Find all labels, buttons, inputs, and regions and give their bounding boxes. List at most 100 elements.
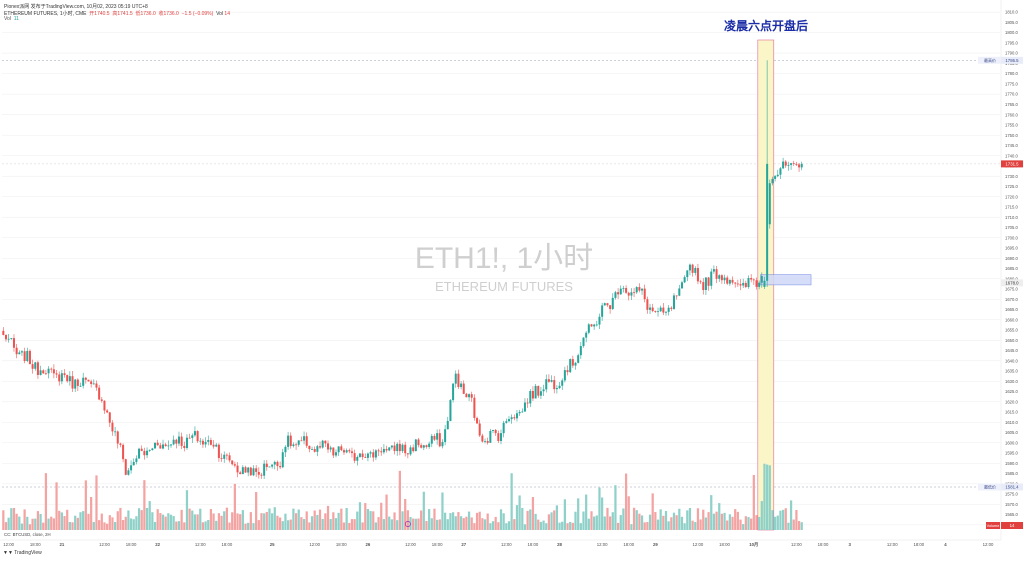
volume-bar	[776, 515, 779, 530]
candle-body	[329, 447, 332, 450]
volume-bar	[656, 519, 660, 530]
candle-body	[635, 287, 638, 293]
volume-bar	[728, 514, 731, 530]
volume-bar	[449, 513, 452, 530]
volume-bar	[252, 523, 255, 530]
y-tick-label: 1700.0	[1005, 235, 1018, 240]
volume-bar	[683, 523, 686, 530]
volume-bar	[84, 480, 87, 530]
y-tick-label: 1750.0	[1005, 133, 1018, 138]
volume-bar	[582, 511, 585, 530]
volume-bar	[763, 463, 766, 530]
candle-body	[44, 373, 47, 375]
volume-bar	[606, 507, 609, 530]
axes: 1810.01805.01800.01795.01790.01785.01780…	[0, 0, 1018, 548]
volume-bar	[191, 510, 194, 530]
volume-bar	[50, 516, 53, 530]
candle-body	[39, 370, 42, 375]
volume-bar	[611, 512, 614, 530]
y-tick-label: 1670.0	[1005, 297, 1018, 302]
high-tag-bg	[1001, 56, 1023, 64]
candle-body	[159, 445, 162, 449]
candle-body	[225, 454, 228, 456]
volume-bar	[318, 509, 322, 530]
volume-bar	[534, 513, 537, 530]
mid-tag-bg	[1001, 279, 1023, 287]
volume-bar	[294, 513, 298, 530]
volume-bar	[265, 511, 268, 530]
volume-bar	[350, 519, 354, 530]
candle-body	[763, 280, 766, 287]
volume-bar	[271, 513, 274, 530]
candle-body	[324, 440, 327, 444]
candle-body	[127, 470, 130, 475]
y-tick-label: 1645.0	[1005, 348, 1018, 353]
candle-body	[555, 388, 558, 390]
candle-body	[638, 287, 641, 291]
volume-bar	[489, 523, 492, 530]
y-tick-label: 1660.0	[1005, 317, 1018, 322]
candle-body	[223, 454, 226, 459]
volume-bar	[385, 494, 388, 530]
volume-bar	[113, 522, 117, 530]
y-tick-label: 1760.0	[1005, 112, 1018, 117]
volume-bar	[302, 519, 306, 530]
candle-body	[755, 280, 758, 287]
candle-body	[311, 449, 314, 450]
volume-bar	[420, 510, 423, 530]
candle-body	[172, 439, 175, 445]
candle-body	[486, 440, 489, 443]
volume-bar	[348, 522, 351, 530]
volume-tag-label-bg	[986, 522, 1000, 529]
candle-body	[627, 292, 630, 296]
volume-bar	[518, 495, 521, 530]
candle-body	[390, 445, 393, 448]
candle-body	[662, 307, 665, 313]
candle-body	[71, 376, 74, 389]
candle-body	[523, 402, 526, 412]
candle-body	[385, 448, 388, 451]
x-tick-label: 3	[848, 542, 851, 547]
publisher-line: Pionex派网 发布于TradingView.com, 10月02, 2023…	[4, 4, 148, 10]
candle-body	[316, 446, 319, 452]
volume-bar	[233, 483, 236, 530]
candle-body	[332, 447, 335, 456]
volume-bar	[574, 511, 577, 530]
candle-body	[728, 279, 731, 284]
symbol-label: ETHEREUM FUTURES, 1小时, CME	[4, 11, 87, 17]
candle-body	[726, 277, 729, 284]
volume-bar	[316, 514, 319, 530]
x-tick-label: 18:00	[719, 542, 730, 547]
candle-body	[593, 324, 596, 327]
volume-bar	[151, 512, 154, 530]
low-value: 低1736.0	[135, 11, 156, 17]
candle-body	[603, 303, 606, 306]
volume-bar	[734, 509, 737, 530]
volume-bar	[177, 521, 181, 530]
candle-body	[15, 347, 18, 355]
candle-body	[79, 385, 82, 387]
volume-bar	[542, 520, 545, 530]
volume-bar	[60, 512, 63, 530]
volume-bar	[624, 473, 628, 530]
y-tick-label: 1800.0	[1005, 30, 1018, 35]
candle-body	[50, 368, 53, 370]
candle-body	[760, 276, 763, 283]
volume-bar	[755, 515, 758, 530]
candle-body	[633, 292, 636, 294]
candle-body	[196, 431, 199, 442]
candle-body	[374, 450, 377, 458]
candle-body	[518, 411, 521, 414]
candle-body	[249, 467, 252, 476]
volume-bar	[167, 513, 170, 530]
candle-body	[566, 370, 569, 373]
volume-bar	[585, 494, 588, 530]
volume-bar	[715, 511, 718, 530]
candle-body	[404, 444, 407, 454]
tradingview-logo: ▼▼ TradingView	[3, 550, 42, 556]
volume-bar	[369, 511, 372, 530]
candle-body	[462, 383, 465, 394]
volume-bar	[667, 521, 670, 530]
y-tick-label: 1710.0	[1005, 215, 1018, 220]
